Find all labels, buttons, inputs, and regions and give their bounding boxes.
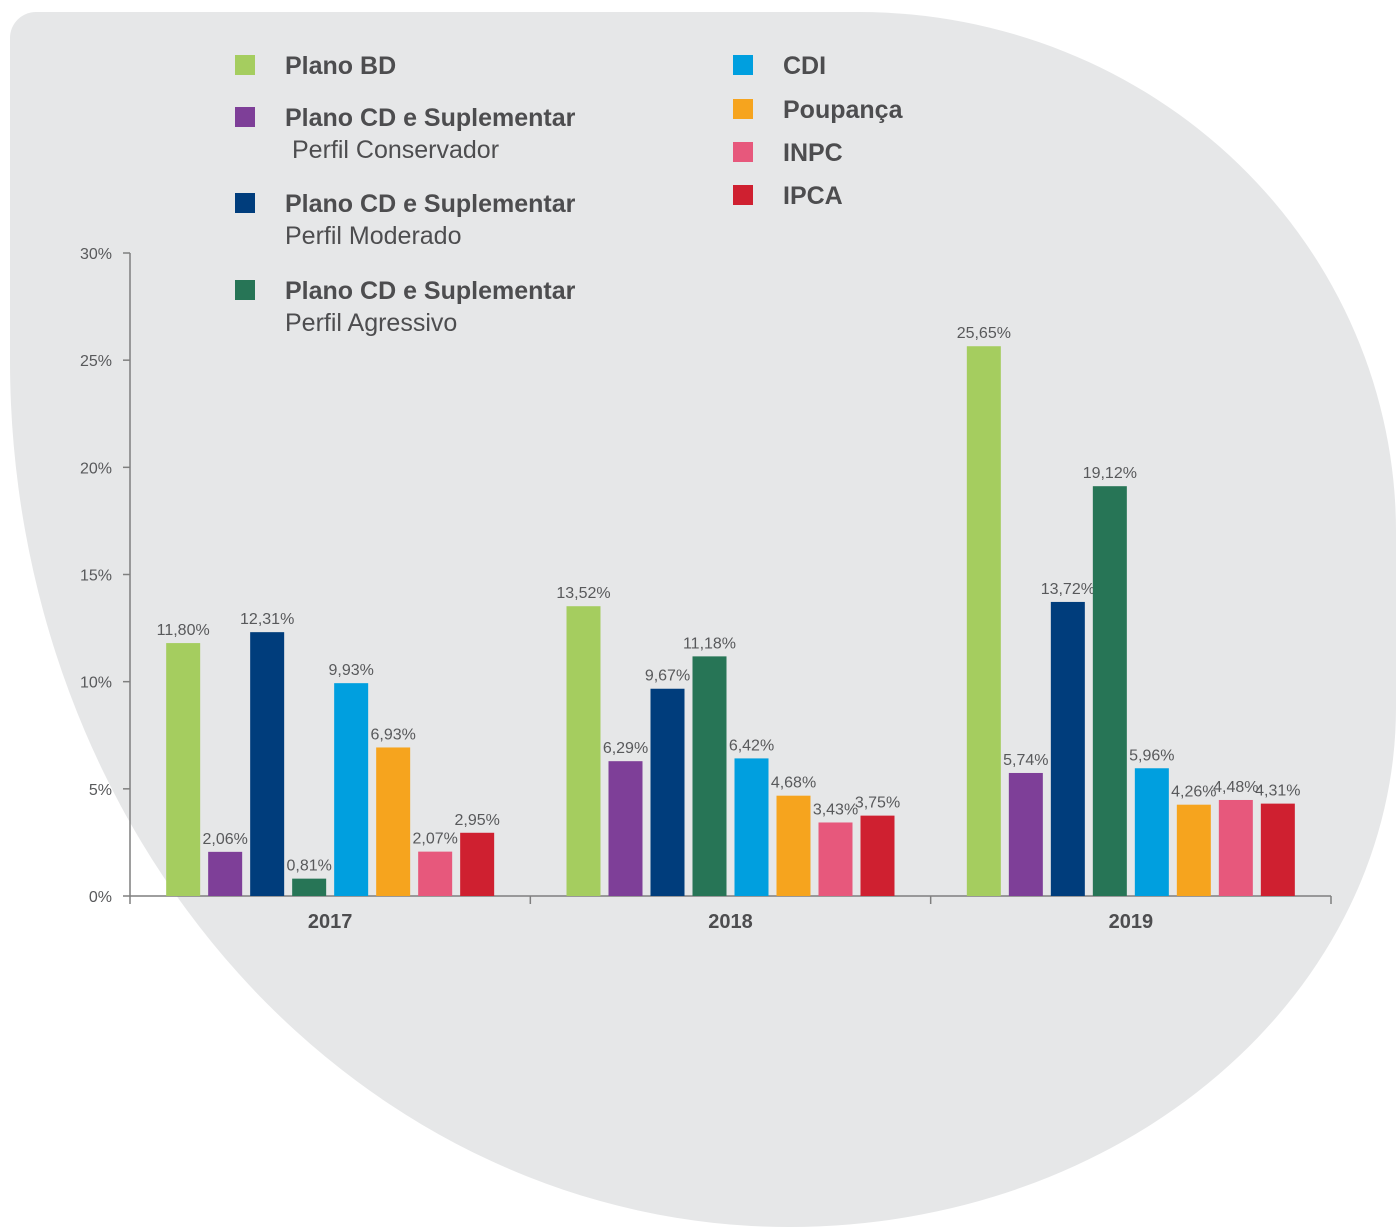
data-label: 4,68% xyxy=(771,775,816,792)
legend-sublabel: Perfil Moderado xyxy=(285,222,462,250)
data-label: 3,43% xyxy=(813,801,858,818)
legend-label: CDI xyxy=(783,52,827,80)
bar xyxy=(608,761,643,896)
x-tick-label: 2019 xyxy=(1109,911,1154,933)
data-label: 2,07% xyxy=(412,831,457,848)
data-label: 2,95% xyxy=(454,812,499,829)
legend-item: Poupança xyxy=(733,97,902,124)
data-label: 25,65% xyxy=(957,325,1011,342)
bar xyxy=(250,632,285,896)
bar xyxy=(1092,486,1127,896)
bar xyxy=(566,606,601,896)
bar xyxy=(208,851,243,896)
data-label: 4,48% xyxy=(1213,779,1258,796)
data-label: 19,12% xyxy=(1083,465,1137,482)
bar xyxy=(1008,772,1043,896)
data-label: 11,18% xyxy=(683,635,736,652)
legend-swatch xyxy=(235,280,255,300)
data-label: 13,52% xyxy=(556,585,610,602)
bar xyxy=(418,851,453,896)
legend-label: INPC xyxy=(783,139,843,167)
x-tick-label: 2017 xyxy=(308,911,353,933)
bar xyxy=(860,815,895,896)
legend-label: Plano CD e Suplementar xyxy=(285,190,576,218)
legend-item: Plano BD xyxy=(235,53,396,80)
data-label: 13,72% xyxy=(1041,581,1095,598)
legend-label: Plano BD xyxy=(285,52,397,80)
y-tick-label: 30% xyxy=(80,246,112,263)
bar xyxy=(334,683,369,896)
legend-label: Poupança xyxy=(783,96,903,124)
bar xyxy=(1218,799,1253,896)
legend-label: Plano CD e Suplementar xyxy=(285,277,576,305)
legend-label: IPCA xyxy=(783,182,843,210)
data-label: 6,29% xyxy=(603,740,648,757)
legend-swatch xyxy=(235,193,255,213)
data-label: 5,96% xyxy=(1129,747,1174,764)
x-tick-label: 2018 xyxy=(708,911,753,933)
legend-swatch xyxy=(733,99,753,119)
data-label: 12,31% xyxy=(240,611,294,628)
bar xyxy=(776,795,811,896)
bar xyxy=(1050,601,1085,896)
data-label: 5,74% xyxy=(1003,752,1048,769)
bar xyxy=(966,346,1001,896)
legend-swatch xyxy=(235,107,255,127)
legend-sublabel: Perfil Conservador xyxy=(292,136,500,164)
y-tick-label: 10% xyxy=(80,675,112,692)
legend-item: Plano CD e Suplementar Perfil Conservador xyxy=(235,105,575,168)
y-tick-label: 0% xyxy=(89,889,112,906)
legend-item: Plano CD e Suplementar Perfil Moderado xyxy=(235,191,575,254)
data-label: 11,80% xyxy=(157,622,210,639)
legend-item: INPC xyxy=(733,140,843,167)
data-label: 2,06% xyxy=(202,831,247,848)
data-label: 0,81% xyxy=(286,858,331,875)
legend-item: IPCA xyxy=(733,183,843,210)
data-label: 4,31% xyxy=(1255,783,1300,800)
bar xyxy=(460,832,495,896)
bar xyxy=(166,643,201,896)
data-label: 9,67% xyxy=(645,668,690,685)
legend-swatch xyxy=(733,142,753,162)
data-label: 9,93% xyxy=(328,662,373,679)
y-tick-label: 25% xyxy=(80,353,112,370)
bar xyxy=(650,688,685,896)
y-tick-label: 20% xyxy=(80,460,112,477)
bar xyxy=(818,822,853,896)
data-label: 3,75% xyxy=(855,795,900,812)
bar xyxy=(692,656,727,896)
bar xyxy=(1134,768,1169,896)
bar xyxy=(1260,803,1295,896)
legend-sublabel: Perfil Agressivo xyxy=(285,309,458,337)
y-tick-label: 15% xyxy=(80,568,112,585)
data-label: 4,26% xyxy=(1171,784,1216,801)
bar xyxy=(376,747,411,896)
legend-swatch xyxy=(733,55,753,75)
bar xyxy=(292,878,327,896)
legend-swatch xyxy=(235,55,255,75)
data-label: 6,42% xyxy=(729,737,774,754)
legend-label: Plano CD e Suplementar xyxy=(285,104,576,132)
bar xyxy=(734,758,769,896)
legend-item: CDI xyxy=(733,53,826,80)
data-label: 6,93% xyxy=(370,726,415,743)
bar xyxy=(1176,804,1211,896)
legend-swatch xyxy=(733,185,753,205)
y-tick-label: 5% xyxy=(89,782,112,799)
legend-item: Plano CD e Suplementar Perfil Agressivo xyxy=(235,278,575,341)
